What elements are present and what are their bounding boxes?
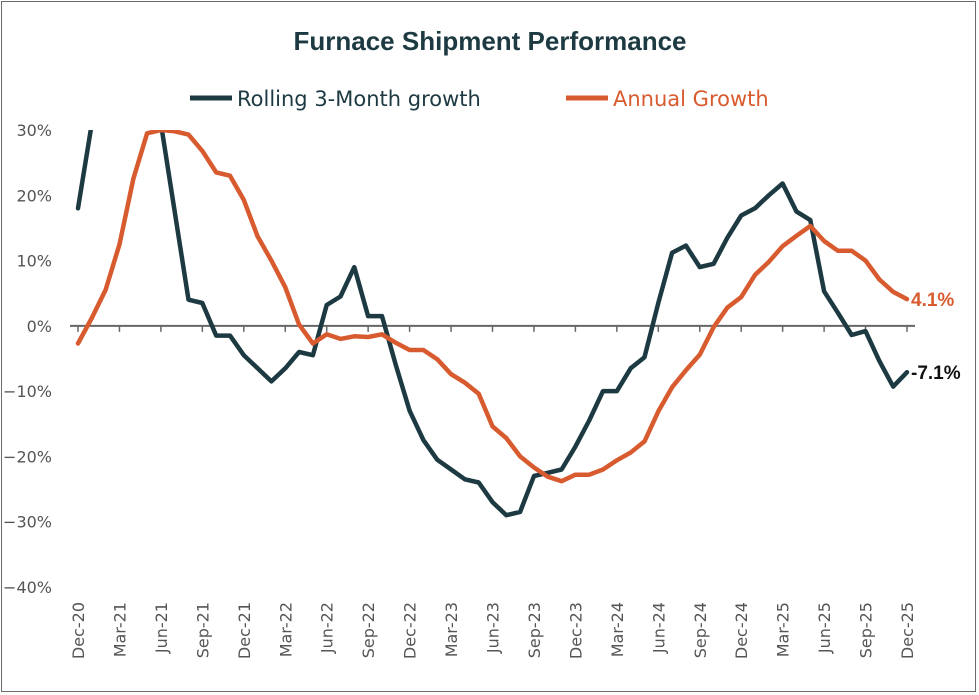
x-tick-label: Dec-23 [566, 602, 585, 659]
x-tick-label: Mar-25 [774, 602, 793, 657]
x-tick-label: Jun-22 [318, 602, 337, 654]
x-tick-label: Dec-21 [235, 602, 254, 659]
x-tick-label: Mar-24 [608, 602, 627, 657]
x-tick-label: Mar-21 [110, 602, 129, 657]
y-tick-label: −30% [3, 513, 52, 532]
x-tick-label: Dec-20 [69, 602, 88, 659]
x-tick-label: Dec-24 [732, 602, 751, 659]
legend: Rolling 3-Month growth Annual Growth [190, 87, 769, 111]
chart-title: Furnace Shipment Performance [294, 26, 687, 56]
series-line-rolling [75, 130, 910, 518]
x-tick-label: Sep-21 [193, 602, 212, 658]
x-tick-label: Jun-23 [484, 602, 503, 654]
x-tick-label: Jun-21 [152, 602, 171, 654]
x-tick-label: Sep-23 [525, 602, 544, 658]
y-tick-label: 20% [16, 186, 52, 205]
series-group [75, 130, 910, 518]
end-value-label: -7.1% [911, 363, 961, 384]
y-axis-ticks: 30% 20% 10% 0% −10% −20% −30% −40% [3, 121, 52, 597]
legend-label-annual: Annual Growth [613, 87, 769, 111]
legend-label-rolling: Rolling 3-Month growth [237, 87, 481, 111]
x-tick-label: Mar-23 [442, 602, 461, 657]
x-tick-label: Mar-22 [276, 602, 295, 657]
x-tick-label: Dec-25 [898, 602, 917, 659]
x-tick-label: Sep-25 [857, 602, 876, 658]
x-tick-label: Jun-25 [815, 602, 834, 654]
y-tick-label: 30% [16, 121, 52, 140]
series-line-annual [75, 130, 910, 484]
y-tick-label: −20% [3, 447, 52, 466]
x-tick-label: Jun-24 [649, 602, 668, 654]
end-labels: 4.1% -7.1% [911, 290, 961, 384]
x-tick-label: Dec-22 [401, 602, 420, 659]
x-tick-label: Sep-22 [359, 602, 378, 658]
y-tick-label: 10% [16, 252, 52, 271]
end-value-label: 4.1% [911, 290, 954, 311]
y-tick-label: 0% [27, 317, 52, 336]
x-tick-label: Sep-24 [691, 602, 710, 658]
x-axis [70, 324, 915, 332]
x-axis-ticks: Dec-20 Mar-21 Jun-21 Sep-21 Dec-21 Mar-22 Jun-… [69, 602, 917, 659]
y-tick-label: −10% [3, 382, 52, 401]
y-tick-label: −40% [3, 578, 52, 597]
